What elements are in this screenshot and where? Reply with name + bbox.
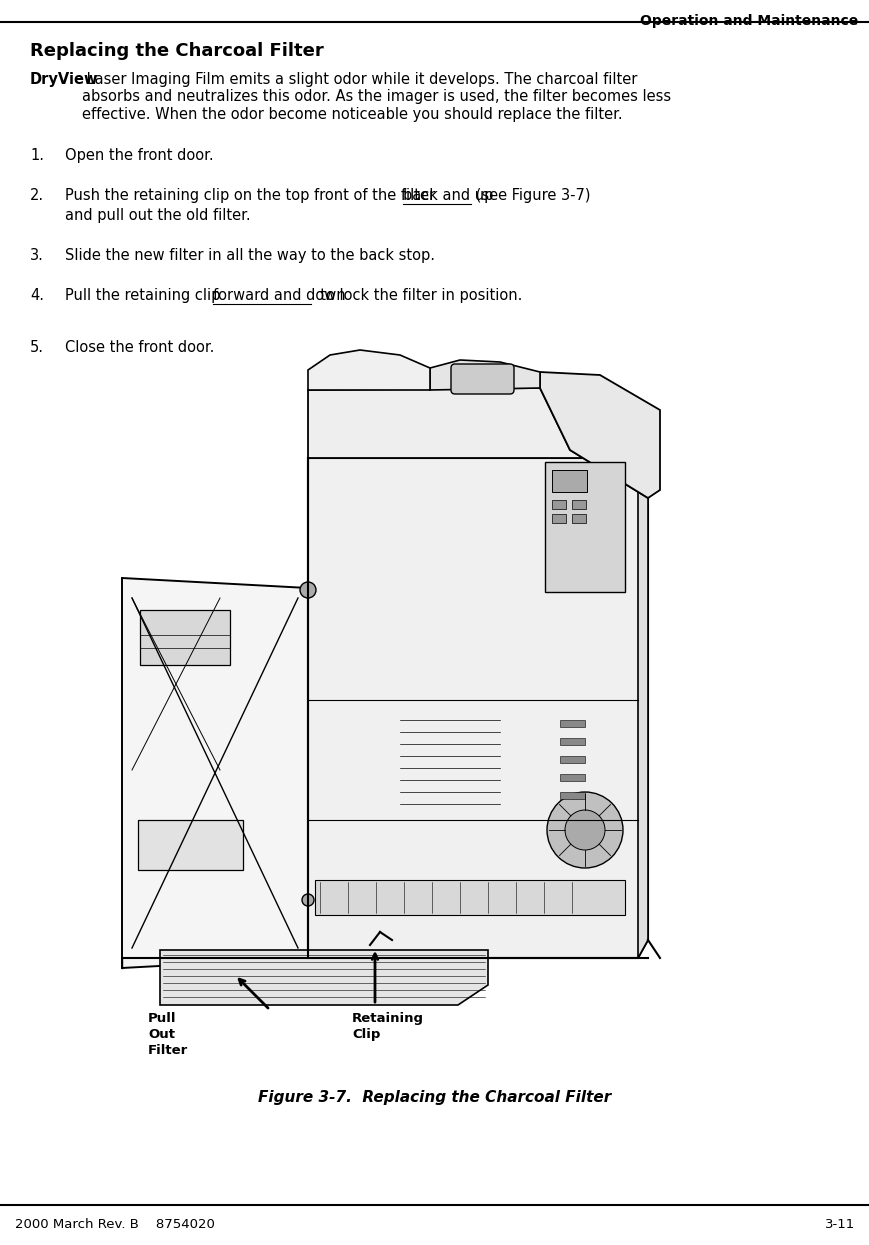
- Text: Pull the retaining clip: Pull the retaining clip: [65, 288, 225, 303]
- Text: Retaining
Clip: Retaining Clip: [352, 1012, 423, 1041]
- Text: DryView: DryView: [30, 72, 98, 87]
- Bar: [551, 500, 566, 509]
- Polygon shape: [308, 458, 647, 957]
- FancyBboxPatch shape: [450, 364, 514, 393]
- Text: 5.: 5.: [30, 340, 44, 355]
- Text: back and up: back and up: [403, 188, 493, 203]
- Text: Laser Imaging Film emits a slight odor while it develops. The charcoal filter
ab: Laser Imaging Film emits a slight odor w…: [82, 72, 670, 122]
- Polygon shape: [160, 950, 488, 1005]
- FancyBboxPatch shape: [315, 880, 624, 915]
- FancyBboxPatch shape: [560, 774, 584, 781]
- Text: and pull out the old filter.: and pull out the old filter.: [65, 208, 250, 223]
- FancyBboxPatch shape: [544, 462, 624, 593]
- Polygon shape: [540, 372, 660, 498]
- Bar: [571, 500, 586, 509]
- Polygon shape: [429, 360, 540, 390]
- Text: Figure 3-7.  Replacing the Charcoal Filter: Figure 3-7. Replacing the Charcoal Filte…: [258, 1091, 611, 1106]
- FancyBboxPatch shape: [140, 610, 229, 665]
- FancyBboxPatch shape: [551, 471, 587, 492]
- Circle shape: [547, 792, 622, 868]
- Text: 1.: 1.: [30, 148, 44, 163]
- Circle shape: [564, 810, 604, 850]
- Text: 3.: 3.: [30, 248, 43, 263]
- Text: (see Figure 3-7): (see Figure 3-7): [470, 188, 590, 203]
- FancyBboxPatch shape: [560, 720, 584, 727]
- Text: Slide the new filter in all the way to the back stop.: Slide the new filter in all the way to t…: [65, 248, 434, 263]
- Circle shape: [302, 894, 314, 906]
- Polygon shape: [308, 350, 429, 390]
- Text: Operation and Maintenance: Operation and Maintenance: [639, 14, 857, 27]
- FancyBboxPatch shape: [560, 756, 584, 763]
- Text: Pull
Out
Filter: Pull Out Filter: [148, 1012, 188, 1057]
- Text: 4.: 4.: [30, 288, 44, 303]
- Polygon shape: [122, 578, 308, 969]
- Polygon shape: [308, 388, 647, 498]
- Text: Replacing the Charcoal Filter: Replacing the Charcoal Filter: [30, 42, 323, 60]
- Bar: [551, 514, 566, 523]
- Text: to lock the filter in position.: to lock the filter in position.: [310, 288, 521, 303]
- Bar: [571, 514, 586, 523]
- Circle shape: [300, 581, 315, 598]
- Polygon shape: [637, 458, 647, 957]
- Text: forward and down: forward and down: [212, 288, 345, 303]
- Text: 2000 March Rev. B    8754020: 2000 March Rev. B 8754020: [15, 1218, 215, 1231]
- FancyBboxPatch shape: [138, 820, 242, 870]
- Text: Push the retaining clip on the top front of the filter: Push the retaining clip on the top front…: [65, 188, 439, 203]
- FancyBboxPatch shape: [560, 792, 584, 799]
- Text: 2.: 2.: [30, 188, 44, 203]
- Text: Open the front door.: Open the front door.: [65, 148, 214, 163]
- Text: Close the front door.: Close the front door.: [65, 340, 214, 355]
- FancyBboxPatch shape: [560, 738, 584, 745]
- Text: 3-11: 3-11: [824, 1218, 854, 1231]
